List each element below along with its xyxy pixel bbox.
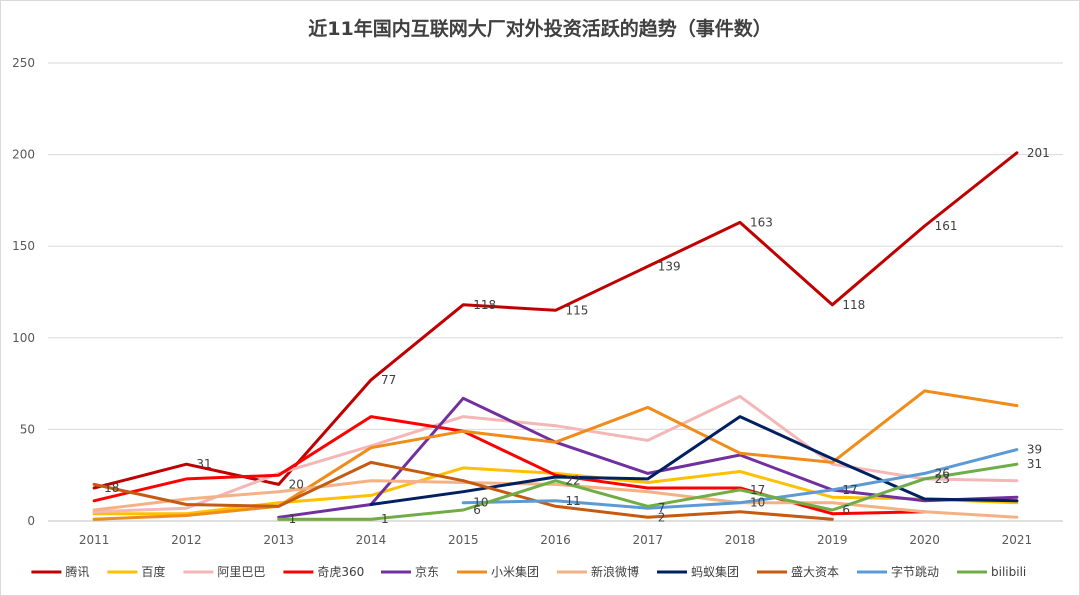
series-line-4 bbox=[92, 415, 927, 516]
legend-label: 百度 bbox=[141, 564, 165, 579]
data-label: 26 bbox=[935, 466, 950, 480]
data-label: 17 bbox=[842, 483, 857, 497]
legend-label: 腾讯 bbox=[65, 564, 89, 579]
legend-item: 字节跳动 bbox=[857, 564, 939, 579]
y-tick-label: 50 bbox=[20, 422, 35, 436]
legend-item: 腾讯 bbox=[31, 564, 89, 579]
legend-item: 奇虎360 bbox=[283, 565, 364, 579]
legend-item: 小米集团 bbox=[457, 564, 539, 579]
y-tick-label: 250 bbox=[12, 56, 35, 70]
series-line-11 bbox=[277, 462, 1019, 521]
y-tick-label: 0 bbox=[27, 514, 35, 528]
x-tick-label: 2014 bbox=[356, 533, 387, 547]
series-line-5 bbox=[277, 396, 1019, 519]
data-label: 77 bbox=[381, 373, 396, 387]
data-label: 22 bbox=[566, 474, 581, 488]
data-label: 31 bbox=[1027, 457, 1042, 471]
legend-label: 盛大资本 bbox=[791, 564, 839, 579]
data-label: 161 bbox=[935, 219, 958, 233]
legend-label: 京东 bbox=[415, 565, 439, 579]
data-label: 118 bbox=[842, 298, 865, 312]
x-tick-label: 2018 bbox=[725, 533, 756, 547]
data-label: 23 bbox=[935, 472, 950, 486]
legend-item: 京东 bbox=[381, 565, 439, 579]
grid-layer bbox=[48, 62, 1063, 522]
data-label: 10 bbox=[473, 496, 488, 510]
x-tick-label: 2017 bbox=[632, 533, 663, 547]
data-label: 115 bbox=[566, 303, 589, 317]
data-label: 1 bbox=[381, 512, 389, 526]
data-label: 6 bbox=[473, 503, 481, 517]
legend-label: 新浪微博 bbox=[591, 564, 639, 579]
x-tick-label: 2019 bbox=[817, 533, 848, 547]
series-layer bbox=[92, 151, 1019, 521]
legend-item: 阿里巴巴 bbox=[183, 565, 265, 579]
legend-label: 奇虎360 bbox=[317, 565, 364, 579]
data-label: 118 bbox=[473, 298, 496, 312]
data-label: 17 bbox=[750, 483, 765, 497]
legend-item: bilibili bbox=[957, 565, 1026, 579]
legend: 腾讯 百度 阿里巴巴 奇虎360 京东 小米集团 新浪微博 蚂蚁集团 盛大资本 字节跳动 bilib… bbox=[31, 564, 1026, 579]
data-label: 39 bbox=[1027, 443, 1042, 457]
legend-label: 阿里巴巴 bbox=[217, 565, 265, 579]
series-line-8 bbox=[369, 415, 1019, 506]
series-line-6 bbox=[92, 389, 1019, 521]
data-label: 10 bbox=[750, 496, 765, 510]
y-tick-label: 200 bbox=[12, 148, 35, 162]
legend-item: 百度 bbox=[107, 564, 165, 579]
x-tick-label: 2021 bbox=[1002, 533, 1033, 547]
data-label: 201 bbox=[1027, 146, 1050, 160]
x-tick-label: 2012 bbox=[171, 533, 202, 547]
data-label: 1 bbox=[289, 512, 297, 526]
x-tick-label: 2020 bbox=[909, 533, 940, 547]
legend-label: bilibili bbox=[991, 565, 1026, 579]
x-tick-label: 2015 bbox=[448, 533, 479, 547]
x-tick-label: 2013 bbox=[263, 533, 294, 547]
legend-label: 小米集团 bbox=[491, 564, 539, 579]
data-label: 163 bbox=[750, 215, 773, 229]
series-line-1 bbox=[92, 151, 1019, 490]
x-tick-label: 2016 bbox=[540, 533, 571, 547]
legend-item: 新浪微博 bbox=[557, 564, 639, 579]
y-tick-label: 100 bbox=[12, 331, 35, 345]
chart-title: 近11年国内互联网大厂对外投资活跃的趋势（事件数） bbox=[308, 17, 771, 40]
series-line-9 bbox=[92, 460, 834, 521]
series-line-3 bbox=[92, 394, 1019, 514]
data-label: 6 bbox=[842, 503, 850, 517]
data-label: 31 bbox=[196, 457, 211, 471]
legend-item: 蚂蚁集团 bbox=[657, 564, 739, 579]
legend-item: 盛大资本 bbox=[757, 564, 839, 579]
data-label: 139 bbox=[658, 259, 681, 273]
data-label: 11 bbox=[566, 494, 581, 508]
data-label: 7 bbox=[658, 501, 666, 515]
data-label: 2 bbox=[658, 510, 666, 524]
legend-label: 字节跳动 bbox=[891, 564, 939, 579]
series-line-10 bbox=[461, 448, 1019, 510]
data-label: 20 bbox=[289, 477, 304, 491]
series-line-7 bbox=[92, 479, 1019, 519]
legend-label: 蚂蚁集团 bbox=[691, 564, 739, 579]
y-tick-label: 150 bbox=[12, 239, 35, 253]
x-tick-label: 2011 bbox=[79, 533, 110, 547]
data-label: 18 bbox=[104, 481, 119, 495]
